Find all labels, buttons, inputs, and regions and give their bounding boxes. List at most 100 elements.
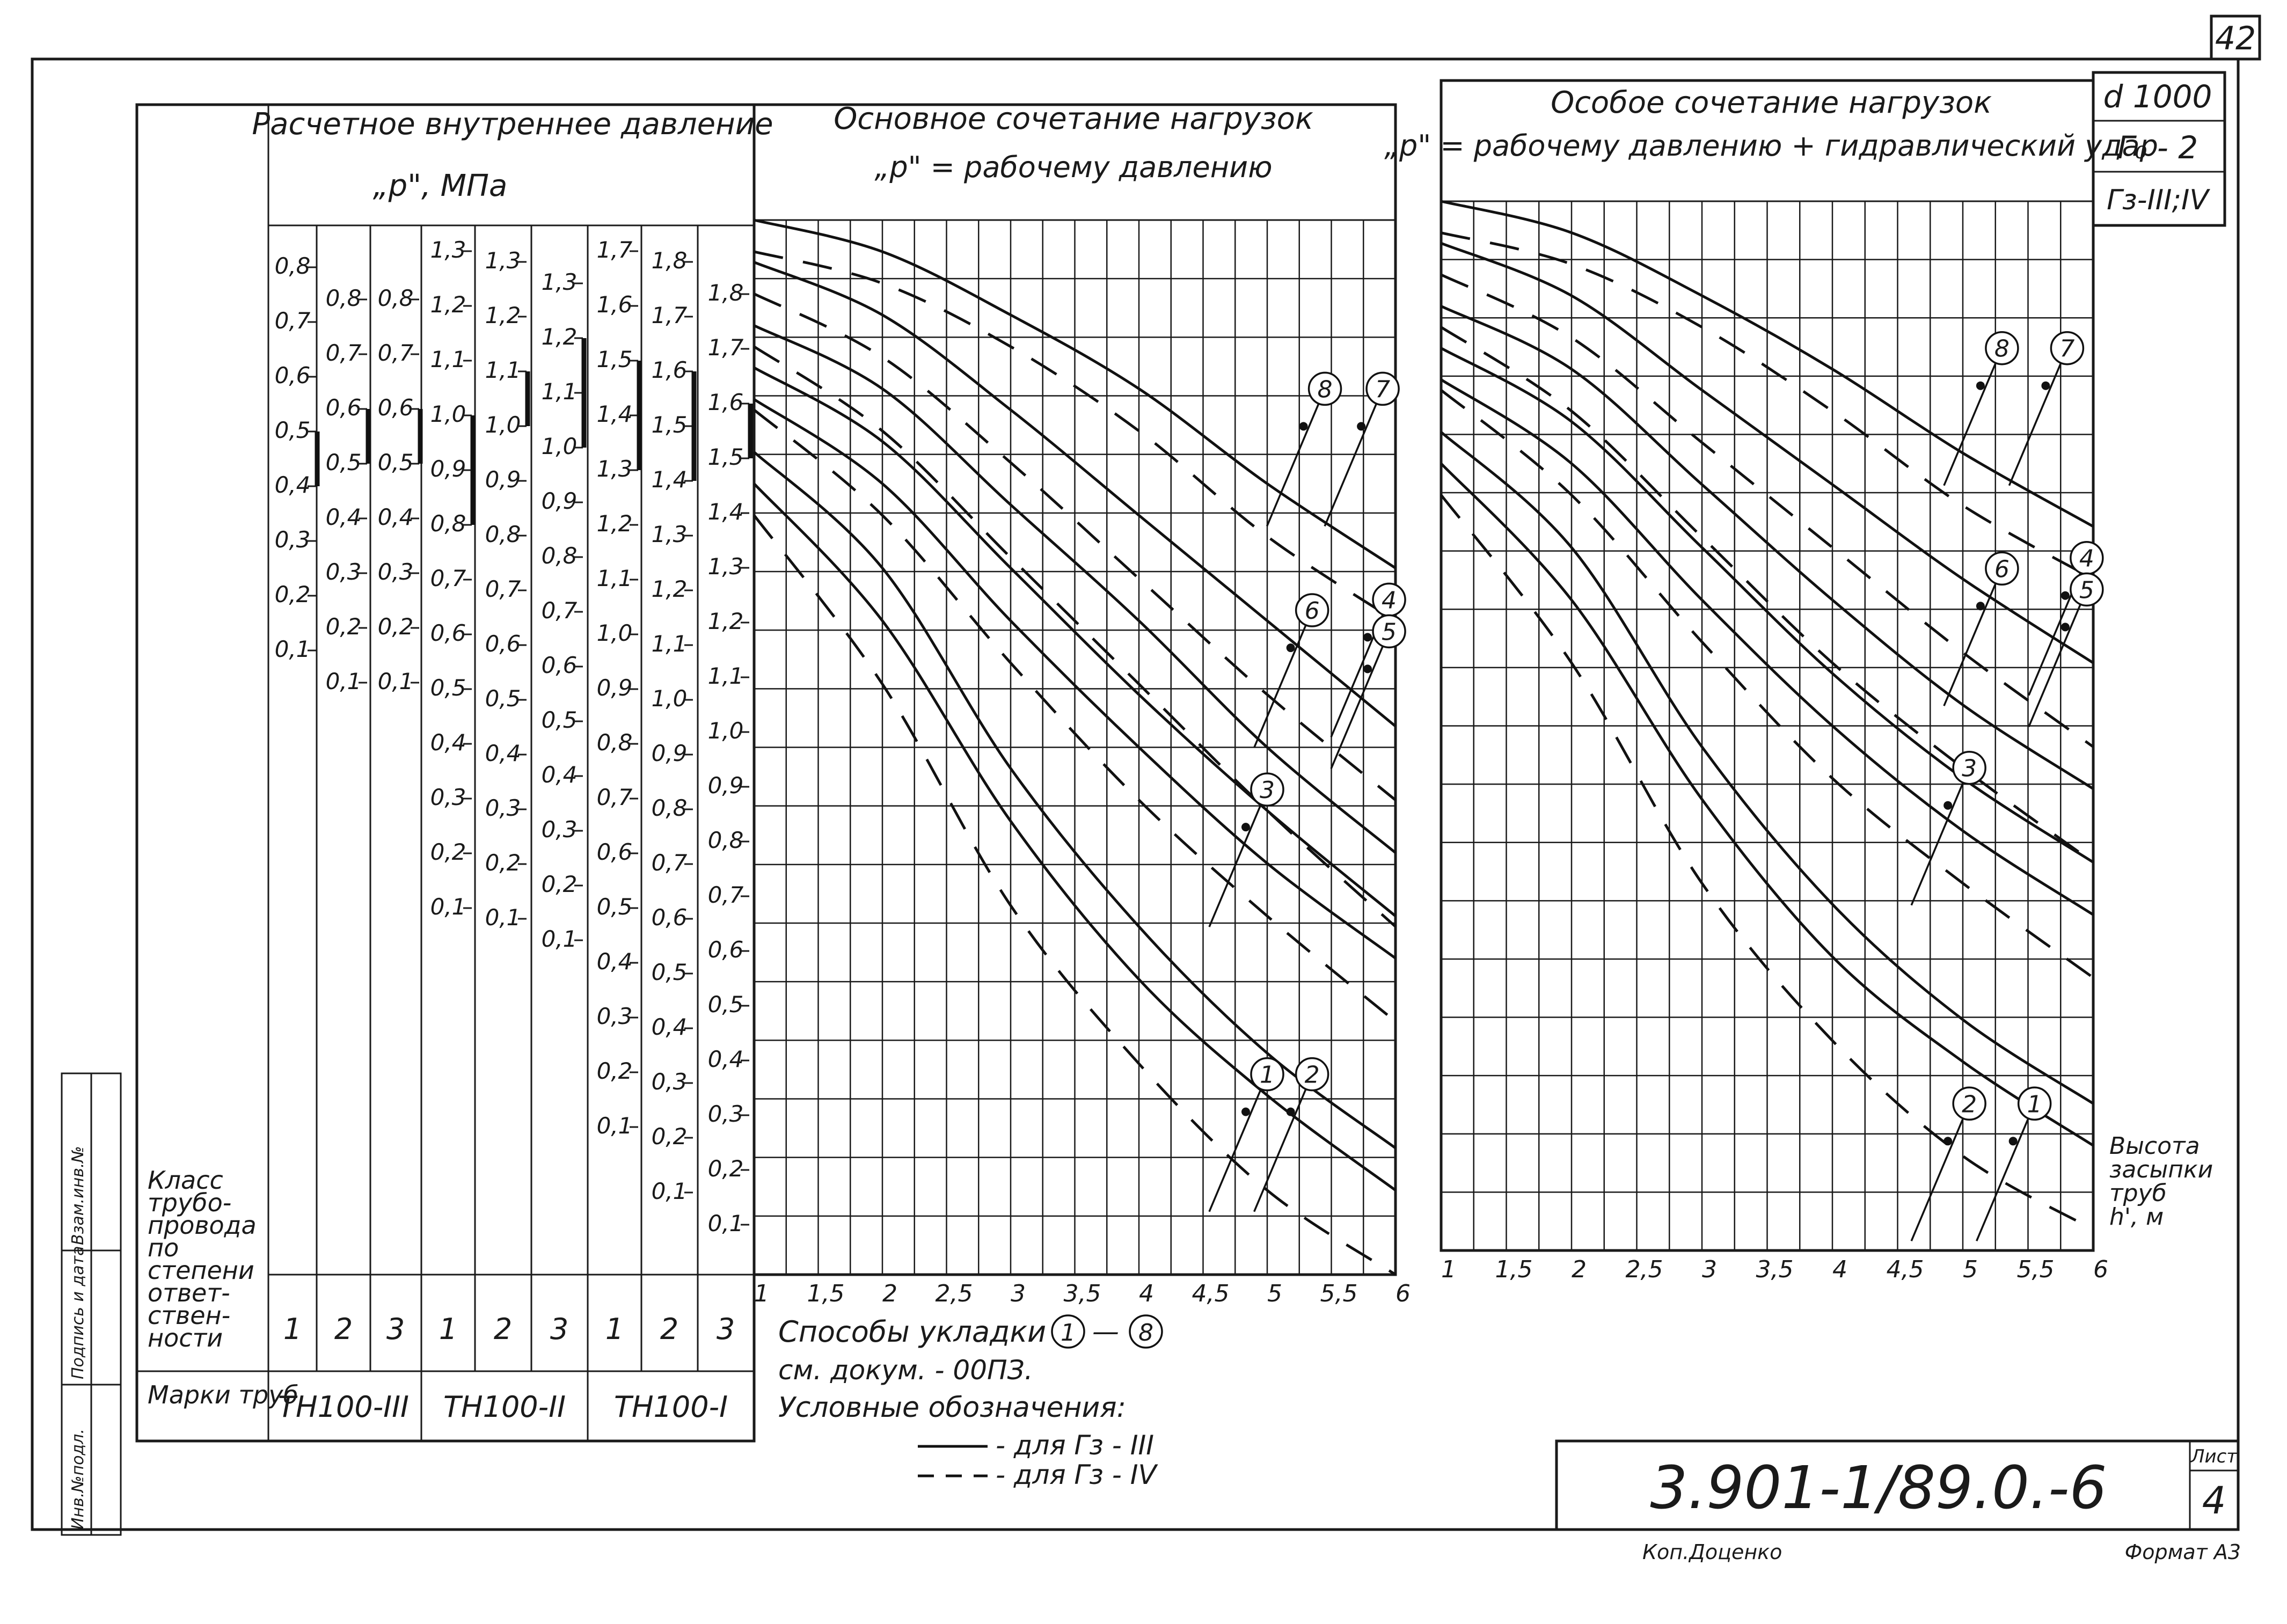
chart-subtitle: „p" = рабочему давлению + гидравлический…	[1384, 129, 2158, 163]
pressure-column-2: 0,8 0,7 0,6 0,5 0,4 0,3 0,2 0,1 2	[326, 285, 371, 1346]
marker-circle	[1985, 331, 2019, 365]
x-tick-label: 6	[2093, 1256, 2108, 1283]
pressure-tick-label: 0,1	[708, 1210, 744, 1237]
marker-label: 3	[1962, 755, 1977, 782]
pressure-tick-label: 1,1	[430, 346, 466, 372]
pressure-tick-label: 0,5	[708, 991, 744, 1018]
class-label-line: Класс	[148, 1166, 223, 1195]
marker-leader	[1266, 388, 1326, 527]
marker-leader	[1253, 1073, 1313, 1212]
pressure-tick-label: 1,8	[652, 247, 688, 274]
legend-from-circle	[1051, 1314, 1085, 1349]
pressure-tick-label: 0,2	[430, 839, 466, 865]
marker-label: 5	[2079, 576, 2094, 604]
marker-point	[2008, 1137, 2018, 1146]
axis-note-line: засыпки	[2109, 1156, 2213, 1183]
pressure-tick-label: 0,7	[542, 597, 578, 624]
pressure-tick-label: 0,7	[652, 850, 688, 876]
pressure-column-6: 1,3 1,2 1,1 1,0 0,9 0,8 0,7 0,6 0,5 0,4 0,3 0,2 0,1 3	[542, 269, 587, 1346]
pressure-tick-label: 0,9	[652, 740, 688, 766]
pressure-column-4: 1,3 1,2 1,1 1,0 0,9 0,8 0,7 0,6 0,5 0,4 0,3 0,2 0,1 1	[430, 237, 476, 1346]
pressure-scale-table: Расчетное внутреннее давление „p", МПа 0…	[135, 103, 773, 1443]
pressure-tick-label: 0,4	[378, 504, 414, 530]
pressure-tick-label: 0,7	[597, 784, 633, 810]
class-label-line: по	[148, 1233, 179, 1262]
pressure-tick-label: 0,9	[485, 466, 521, 493]
pressure-tick-label: 0,8	[652, 795, 688, 821]
pressure-tick-label: 0,7	[485, 576, 521, 602]
pipe-mark-3: ТН100-I	[614, 1390, 728, 1424]
spec-soil-groups: Гз-III;IV	[2107, 184, 2210, 216]
pressure-tick-label: 0,3	[652, 1069, 688, 1095]
pressure-tick-label: 1,1	[485, 357, 521, 383]
pressure-tick-label: 1,1	[542, 378, 578, 405]
marker-circle	[1250, 772, 1284, 807]
spec-gamma0: Г₀ - 2	[2117, 129, 2198, 166]
pressure-tick-label: 1,2	[485, 302, 521, 328]
marker-leader	[1976, 1103, 2036, 1241]
pressure-tick-label: 0,7	[275, 308, 311, 334]
pressure-tick-label: 1,1	[652, 631, 688, 657]
class-number: 3	[386, 1312, 405, 1346]
marker-leader	[2008, 348, 2069, 486]
pressure-column-7: 1,7 1,6 1,5 1,4 1,3 1,2 1,1 1,0 0,9 0,8 0,7 0,6 0,5 0…	[597, 237, 642, 1346]
pressure-tick-label: 0,5	[326, 449, 362, 476]
pressure-tick-label: 0,8	[275, 253, 311, 279]
x-tick-label: 1,5	[1495, 1256, 1533, 1283]
pressure-tick-label: 0,8	[597, 729, 633, 756]
pressure-tick-label: 0,1	[597, 1113, 633, 1139]
marker-leader	[1910, 1103, 1970, 1241]
pressure-tick-label: 0,4	[326, 504, 362, 530]
curve-method-8-dashed	[1441, 231, 2094, 580]
pressure-tick-label: 0,6	[430, 620, 466, 646]
class-number: 2	[660, 1312, 678, 1346]
pressure-tick-label: 1,7	[708, 334, 744, 361]
x-tick-label: 5,5	[1320, 1280, 1358, 1307]
curve-method-1-dashed	[753, 514, 1397, 1276]
pressure-column-9: 1,8 1,7 1,6 1,5 1,4 1,3 1,2 1,1 1,0 0,9 0,8 0,7 0,6 0…	[708, 280, 753, 1346]
marker-label: 6	[1994, 555, 2010, 583]
pressure-tick-label: 0,7	[708, 882, 744, 908]
pressure-tick-label: 1,7	[597, 237, 633, 263]
x-tick-label: 5	[1267, 1280, 1282, 1307]
class-label-line: ности	[148, 1323, 223, 1352]
pressure-tick-label: 0,3	[485, 795, 521, 821]
pressure-tick-label: 1,6	[597, 291, 633, 318]
page-number: 42	[2215, 20, 2256, 57]
chart-title: Основное сочетание нагрузок	[834, 101, 1313, 136]
marker-label: 8	[1318, 376, 1333, 403]
pressure-tick-label: 0,6	[542, 652, 578, 678]
pressure-tick-label: 0,6	[652, 904, 688, 931]
chart-subtitle: „p" = рабочему давлению	[874, 150, 1272, 184]
pressure-tick-label: 0,5	[430, 675, 466, 701]
x-tick-label: 4,5	[1887, 1256, 1924, 1283]
curve-method-5-solid	[753, 366, 1397, 917]
marker-circle	[1295, 1057, 1329, 1092]
pressure-tick-label: 0,8	[430, 510, 466, 537]
marker-label: 2	[1962, 1091, 1977, 1118]
class-number: 3	[550, 1312, 568, 1346]
curve-method-1-solid	[1440, 463, 2094, 1147]
stamp-inv-no: Инв.№подл.	[69, 1429, 87, 1530]
x-tick-label: 4	[1139, 1280, 1154, 1307]
pressure-tick-label: 0,3	[542, 816, 578, 843]
pressure-tick-label: 0,2	[378, 613, 414, 640]
x-tick-label: 2,5	[936, 1280, 973, 1307]
pressure-tick-label: 0,5	[652, 959, 688, 985]
pressure-tick-label: 1,6	[708, 389, 744, 415]
pressure-tick-label: 1,5	[652, 412, 688, 438]
legend-dash: —	[1092, 1316, 1119, 1347]
x-tick-label: 3	[1011, 1280, 1026, 1307]
class-number: 2	[334, 1312, 353, 1346]
class-number: 3	[717, 1312, 735, 1346]
curve-method-1-solid	[753, 482, 1397, 1191]
marker-label: 7	[2059, 335, 2074, 363]
marker-point	[1241, 823, 1250, 832]
pressure-tick-label: 0,6	[597, 839, 633, 865]
marker-point	[1363, 664, 1372, 674]
marker-leader	[1330, 631, 1390, 770]
marker-label: 1	[1260, 1062, 1275, 1089]
class-label-line: провода	[148, 1211, 257, 1240]
legend-methods-text: Способы укладки	[778, 1315, 1046, 1349]
pressure-tick-label: 0,1	[542, 926, 578, 952]
